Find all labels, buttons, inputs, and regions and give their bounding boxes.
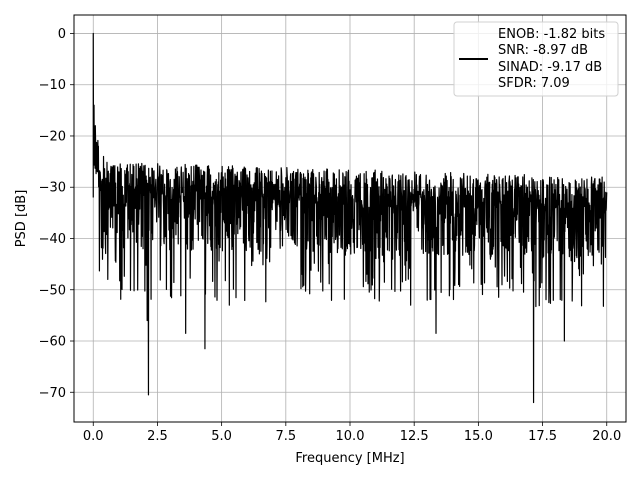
legend-entry-enob: ENOB: -1.82 bits xyxy=(498,27,605,42)
axis-ticks: 0.0 2.5 5.0 7.5 10.0 12.5 15.0 17.5 20.0 0 −10 −20 −… xyxy=(39,27,622,444)
x-tick-label: 17.5 xyxy=(528,429,557,444)
x-tick-label: 2.5 xyxy=(147,429,168,444)
y-tick-label: −20 xyxy=(39,129,66,144)
x-tick-label: 20.0 xyxy=(592,429,621,444)
x-axis-label: Frequency [MHz] xyxy=(295,451,404,466)
x-tick-label: 7.5 xyxy=(275,429,296,444)
y-tick-label: −70 xyxy=(39,386,66,401)
legend-entry-sfdr: SFDR: 7.09 xyxy=(498,76,570,91)
psd-series-line xyxy=(92,32,608,404)
legend-entry-sinad: SINAD: -9.17 dB xyxy=(498,60,602,75)
x-tick-label: 15.0 xyxy=(464,429,493,444)
legend-box xyxy=(453,21,619,97)
y-tick-label: −40 xyxy=(39,232,66,247)
y-tick-label: 0 xyxy=(58,27,66,42)
x-tick-label: 0.0 xyxy=(83,429,104,444)
y-tick-label: −10 xyxy=(39,78,66,93)
y-tick-label: −60 xyxy=(39,335,66,350)
y-tick-label: −50 xyxy=(39,283,66,298)
x-tick-label: 12.5 xyxy=(400,429,429,444)
x-tick-label: 10.0 xyxy=(336,429,365,444)
y-axis-label: PSD [dB] xyxy=(14,190,29,248)
legend: ENOB: -1.82 bits SNR: -8.97 dB SINAD: -9… xyxy=(453,21,619,97)
y-tick-label: −30 xyxy=(39,181,66,196)
legend-entry-snr: SNR: -8.97 dB xyxy=(498,43,588,58)
series-layer xyxy=(92,32,608,404)
x-tick-label: 5.0 xyxy=(211,429,232,444)
